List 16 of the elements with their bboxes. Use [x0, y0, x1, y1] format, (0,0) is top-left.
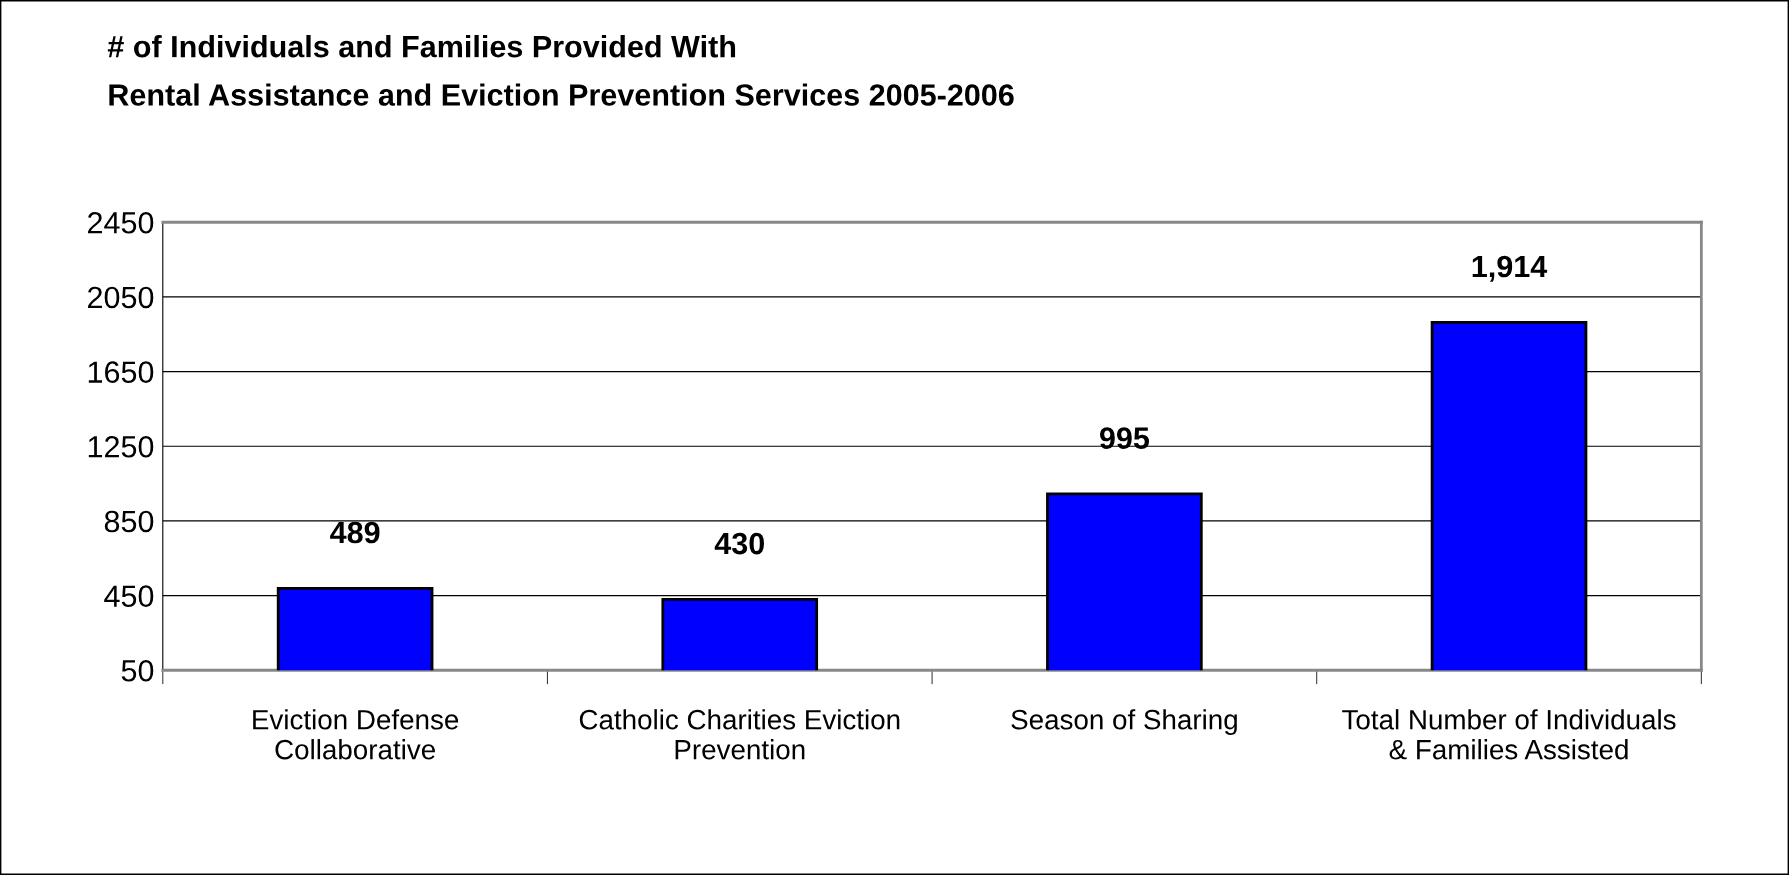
chart-title: # of Individuals and Families Provided With Rental Assistance and Eviction Prevention Services 2005-2006 — [107, 35, 1014, 106]
y-tick-label: 1250 — [88, 435, 154, 458]
data-label: 489 — [330, 521, 380, 544]
y-tick-label: 450 — [104, 585, 154, 607]
data-label: 1,914 — [1472, 255, 1548, 282]
y-tick-label: 2450 — [88, 211, 154, 234]
x-tick-label: Total Number of Individuals & Families Assisted — [1342, 709, 1676, 760]
x-tick-label: Eviction Defense Collaborative — [253, 709, 459, 760]
x-tick-label: Catholic Charities Eviction Prevention — [579, 709, 900, 760]
y-tick-label: 850 — [104, 510, 154, 533]
y-tick-label: 50 — [121, 659, 154, 682]
y-tick-label: 2050 — [88, 286, 154, 309]
y-tick-label: 1650 — [88, 361, 154, 383]
x-tick-label: Season of Sharing — [1011, 709, 1237, 736]
data-label: 995 — [1099, 427, 1150, 449]
data-label: 430 — [714, 532, 764, 555]
